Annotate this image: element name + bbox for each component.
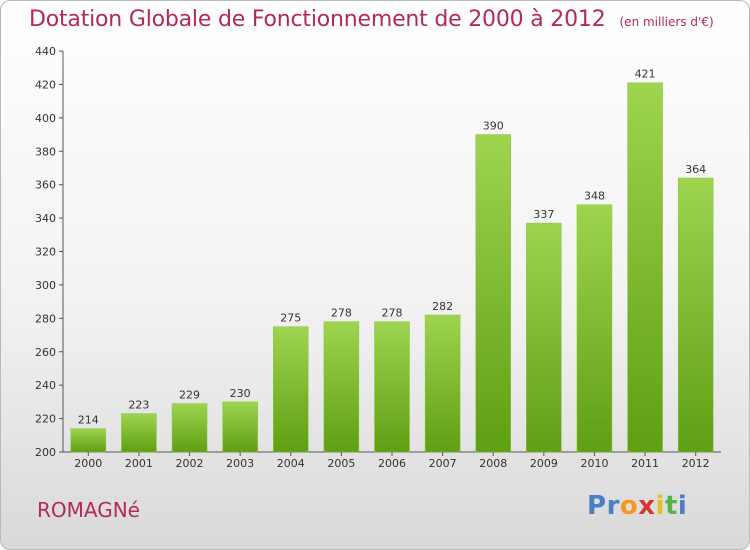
proxiti-logo: Proxiti: [587, 491, 687, 521]
bar-2002: [171, 403, 208, 453]
logo-letter: i: [677, 491, 688, 521]
bars: [70, 82, 714, 453]
bar-value-label: 278: [331, 307, 352, 320]
chart-title: Dotation Globale de Fonctionnement de 20…: [29, 7, 714, 32]
bar-2001: [121, 413, 157, 453]
y-tick-label: 380: [35, 145, 56, 158]
bar-value-label: 214: [78, 414, 99, 427]
bar-2011: [627, 82, 663, 453]
bar-value-label: 278: [382, 307, 403, 320]
logo-letter: t: [664, 491, 678, 521]
bar-2003: [222, 401, 258, 453]
y-tick-label: 280: [35, 312, 56, 325]
commune-name: ROMAGNé: [37, 498, 140, 522]
bar-value-label: 282: [432, 300, 453, 313]
chart-title-text: Dotation Globale de Fonctionnement de 20…: [29, 7, 606, 32]
bar-2010: [576, 204, 613, 453]
logo-letter: P: [587, 491, 607, 521]
bar-2004: [273, 326, 309, 453]
bar-value-label: 230: [230, 387, 251, 400]
y-tick-label: 320: [35, 246, 56, 259]
data-labels: 214 223 229 230 275 278 278 282 390 337 348 421 364: [78, 68, 706, 427]
bar-value-label: 223: [128, 399, 149, 412]
logo-letter: o: [619, 491, 639, 521]
x-tick-label: 2011: [631, 457, 659, 470]
x-tick-label: 2009: [530, 457, 558, 470]
logo-letter: r: [606, 491, 620, 521]
bar-value-label: 421: [635, 68, 656, 81]
bar-value-label: 275: [280, 312, 301, 325]
x-tick-label: 2003: [226, 457, 254, 470]
y-tick-label: 220: [35, 413, 56, 426]
y-tick-label: 200: [35, 446, 56, 459]
x-tick-label: 2001: [125, 457, 153, 470]
chart-unit: (en milliers d'€): [619, 15, 714, 29]
bar-value-label: 337: [533, 208, 554, 221]
bar-2005: [323, 321, 360, 453]
y-tick-label: 360: [35, 179, 56, 192]
x-tick-label: 2002: [176, 457, 204, 470]
y-tick-label: 400: [35, 112, 56, 125]
y-tick-label: 260: [35, 346, 56, 359]
y-tick-label: 300: [35, 279, 56, 292]
bar-2012: [677, 177, 714, 453]
logo-letter: x: [638, 491, 656, 521]
bar-value-label: 348: [584, 190, 605, 203]
x-tick-label: 2004: [277, 457, 305, 470]
logo-letter: i: [655, 491, 665, 521]
y-tick-label: 340: [35, 212, 56, 225]
y-tick-label: 420: [35, 78, 56, 91]
x-tick-label: 2007: [429, 457, 457, 470]
bar-2000: [70, 428, 107, 453]
bar-2007: [424, 314, 461, 453]
bar-2009: [526, 222, 562, 453]
x-tick-label: 2005: [327, 457, 355, 470]
bar-value-label: 229: [179, 389, 200, 402]
bar-value-label: 364: [685, 163, 706, 176]
y-tick-label: 240: [35, 379, 56, 392]
x-tick-label: 2008: [479, 457, 507, 470]
bar-value-label: 390: [483, 120, 504, 133]
bar-2006: [374, 321, 410, 453]
x-tick-label: 2006: [378, 457, 406, 470]
axes: 200 220 240 260 280 300 320 340 360 380 400 420 440 2…: [35, 45, 721, 470]
x-tick-label: 2000: [74, 457, 102, 470]
x-tick-label: 2012: [682, 457, 710, 470]
bar-2008: [475, 134, 511, 453]
y-tick-label: 440: [35, 45, 56, 58]
x-tick-label: 2010: [580, 457, 608, 470]
